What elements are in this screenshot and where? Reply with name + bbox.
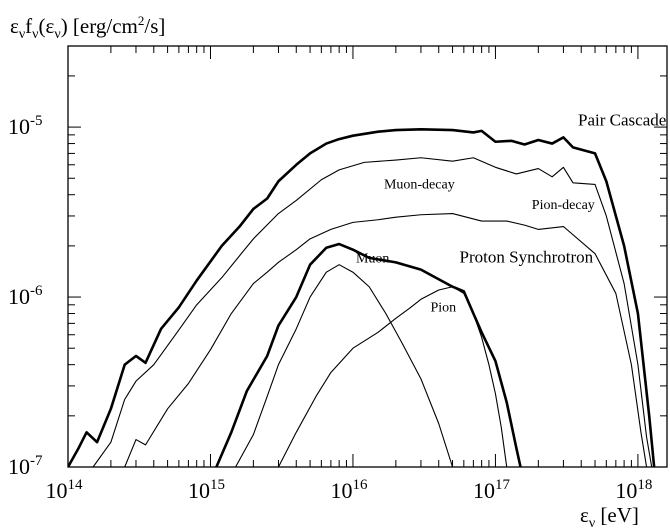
series-annotations: Pair Cascade Muon-decay Pion-decay Proton S… xyxy=(356,111,666,316)
axis-ticks xyxy=(67,46,667,468)
y-axis-label: ενfν(εν) [erg/cm2/s] xyxy=(10,13,165,42)
series-line-pion-decay xyxy=(124,212,648,467)
x-tick-label: 1016 xyxy=(330,477,368,503)
annotation-pair-cascade: Pair Cascade xyxy=(578,111,666,130)
tick-labels: 1014 1015 1016 1017 1018 10-7 10-6 10-5 xyxy=(8,113,652,503)
series-lines xyxy=(68,128,656,467)
annotation-pion-decay: Pion-decay xyxy=(532,198,595,213)
annotation-muon-decay: Muon-decay xyxy=(384,178,455,193)
plot-frame xyxy=(67,45,668,468)
x-tick-label: 1018 xyxy=(615,477,652,503)
series-line-proton-synchrotron xyxy=(215,242,522,467)
annotation-proton-synchrotron: Proton Synchrotron xyxy=(460,247,594,266)
series-line-pion xyxy=(277,286,508,467)
y-tick-label: 10-5 xyxy=(8,113,43,139)
x-tick-label: 1014 xyxy=(46,477,84,503)
series-line-muon-decay xyxy=(79,157,653,467)
x-tick-label: 1015 xyxy=(188,477,225,503)
series-line-pair-cascade xyxy=(68,128,656,467)
x-tick-label: 1017 xyxy=(473,477,511,503)
series-line-muon xyxy=(235,264,454,467)
annotation-pion: Pion xyxy=(430,301,456,316)
x-axis-label: εν [eV] xyxy=(580,503,639,529)
y-tick-label: 10-6 xyxy=(8,283,43,309)
y-tick-label: 10-7 xyxy=(8,453,43,479)
annotation-muon: Muon xyxy=(356,251,389,266)
